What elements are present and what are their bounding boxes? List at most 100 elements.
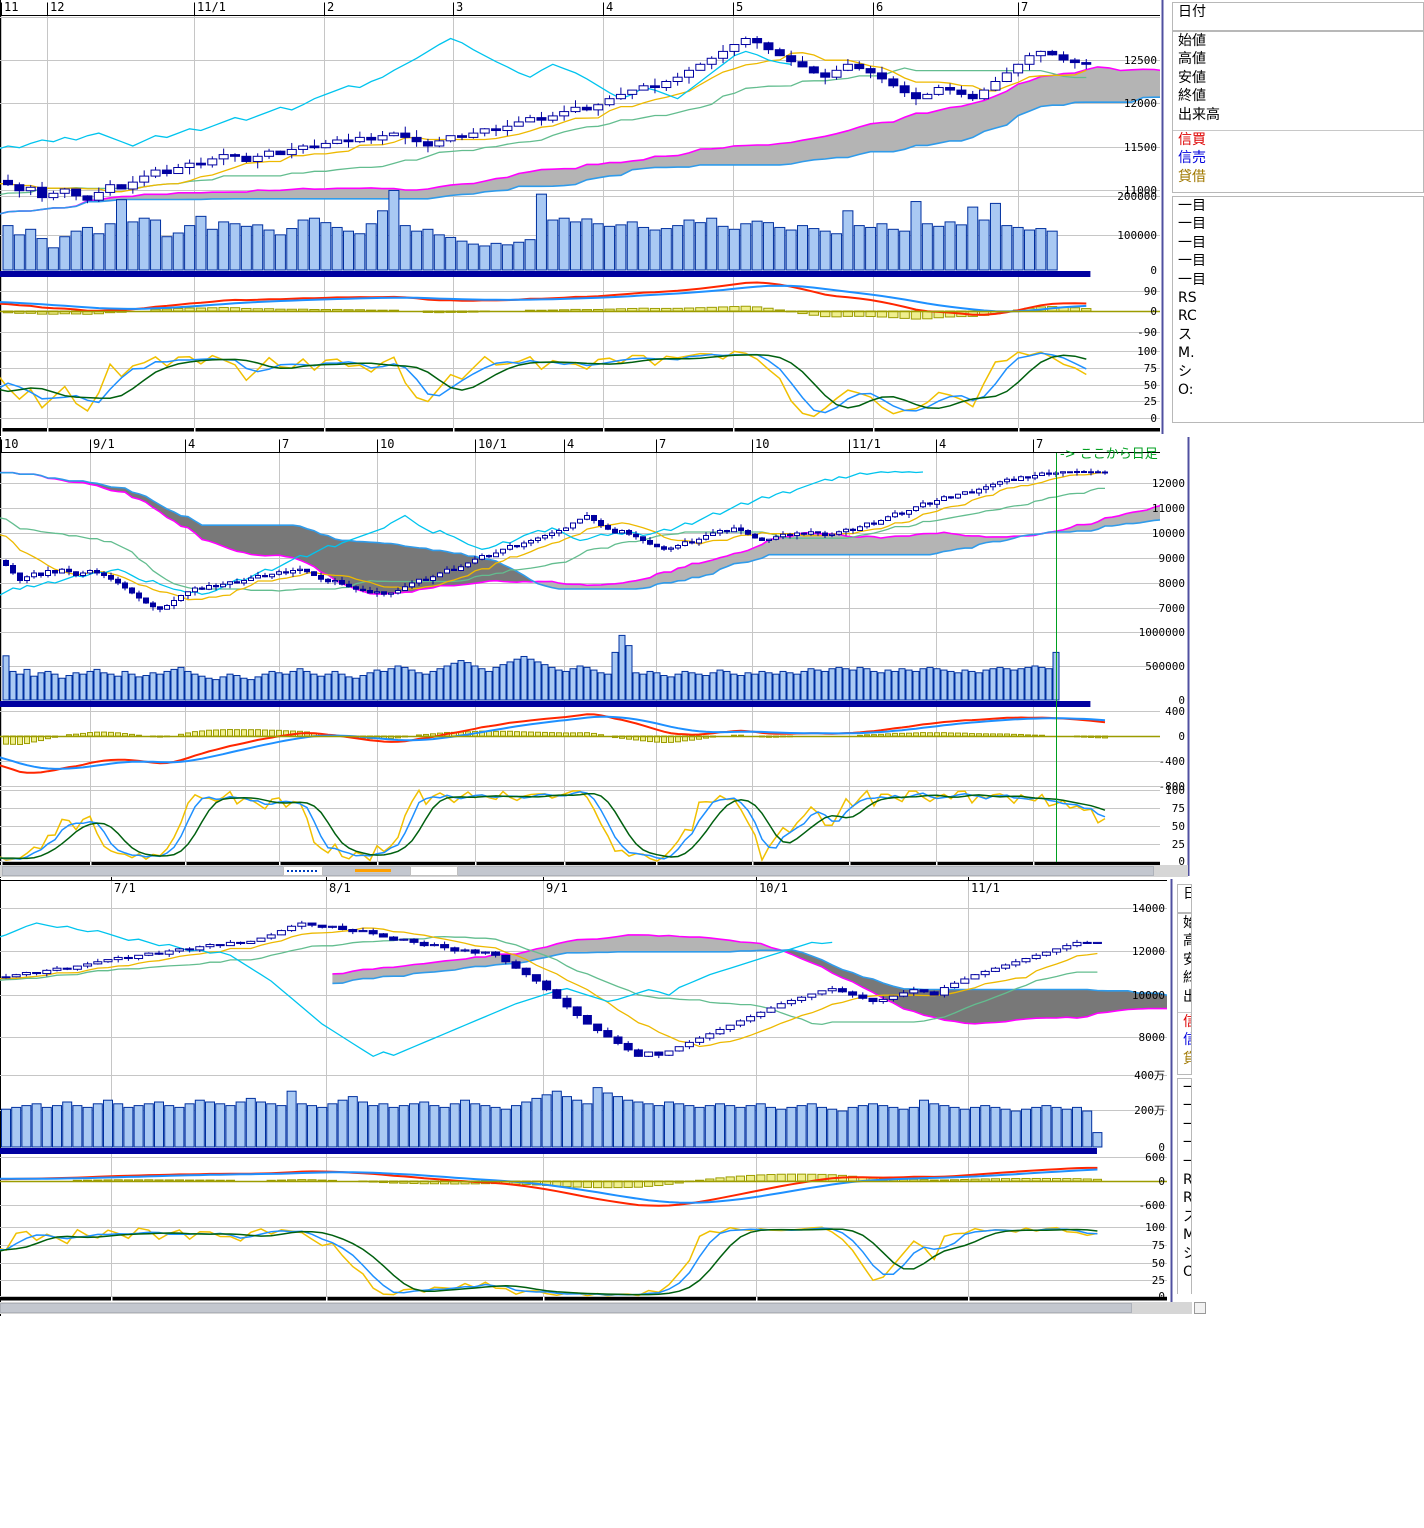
svg-text:100: 100 <box>1137 345 1157 358</box>
svg-text:200000: 200000 <box>1117 190 1157 203</box>
svg-text:500000: 500000 <box>1145 660 1185 673</box>
svg-text:4: 4 <box>567 437 574 451</box>
legend-item: M. <box>1178 345 1195 362</box>
svg-text:-90: -90 <box>1137 326 1157 339</box>
dotted-line-style-button[interactable] <box>283 866 323 876</box>
svg-text:10/1: 10/1 <box>478 437 507 451</box>
legend-item: RC <box>1183 1190 1191 1207</box>
svg-text:0: 0 <box>1150 412 1157 425</box>
svg-text:11: 11 <box>4 0 18 14</box>
legend-item: 信買 <box>1178 1011 1191 1031</box>
svg-text:14000: 14000 <box>1132 902 1165 915</box>
legend-item: 一目 <box>1178 234 1206 251</box>
legend-item: シ <box>1183 1245 1191 1262</box>
legend-item: M. <box>1183 1227 1191 1244</box>
svg-text:0: 0 <box>1158 1141 1165 1154</box>
svg-text:7: 7 <box>282 437 289 451</box>
legend-item: 信買 <box>1173 129 1423 149</box>
svg-text:600: 600 <box>1145 1151 1165 1164</box>
svg-text:4: 4 <box>606 0 613 14</box>
legend-item: 終値 <box>1178 88 1206 105</box>
middle-chart-scrollbar-thumb[interactable] <box>2 866 1154 876</box>
svg-text:90: 90 <box>1144 285 1157 298</box>
legend-item: 始値 <box>1178 33 1206 49</box>
legend-item: 出来高 <box>1183 988 1191 1005</box>
svg-text:7/1: 7/1 <box>114 881 136 895</box>
legend-item: 貸借 <box>1178 168 1206 185</box>
svg-text:75: 75 <box>1152 1239 1165 1252</box>
orange-line-style-button[interactable] <box>355 869 391 875</box>
chart-1: 10 9/1 4 7 10 10/1 4 7 10 11/1 4 712000110001000090… <box>0 437 1190 878</box>
svg-text:12: 12 <box>50 0 64 14</box>
svg-text:10: 10 <box>380 437 394 451</box>
legend-item: 信売 <box>1183 1032 1191 1049</box>
svg-text:100: 100 <box>1165 784 1185 797</box>
svg-text:400: 400 <box>1165 705 1185 718</box>
legend-item: RS <box>1178 289 1197 306</box>
legend-item: 一目 <box>1178 271 1206 288</box>
legend-item: 安値 <box>1178 69 1206 86</box>
legend-item: O: <box>1183 1263 1191 1280</box>
svg-text:2: 2 <box>327 0 334 14</box>
svg-text:5: 5 <box>736 0 743 14</box>
svg-text:12000: 12000 <box>1132 945 1165 958</box>
svg-text:4: 4 <box>188 437 195 451</box>
legend-item: 安値 <box>1183 951 1191 968</box>
svg-text:8000: 8000 <box>1139 1031 1166 1044</box>
svg-text:11/1: 11/1 <box>971 881 1000 895</box>
legend-item: 貸借 <box>1183 1050 1191 1067</box>
legend-item: 日付 <box>1183 886 1191 902</box>
svg-text:100000: 100000 <box>1117 229 1157 242</box>
svg-text:12000: 12000 <box>1152 477 1185 490</box>
legend-item: 一目 <box>1183 1080 1191 1096</box>
legend-item: 日付 <box>1178 4 1206 20</box>
svg-text:11500: 11500 <box>1124 141 1157 154</box>
svg-text:12500: 12500 <box>1124 54 1157 67</box>
svg-text:4: 4 <box>939 437 946 451</box>
svg-text:-800: -800 <box>1159 780 1186 793</box>
legend-item: 一目 <box>1178 198 1206 214</box>
legend-item: 信売 <box>1178 150 1206 167</box>
svg-text:3: 3 <box>456 0 463 14</box>
svg-text:10000: 10000 <box>1132 989 1165 1002</box>
legend-item: 始値 <box>1183 915 1191 931</box>
legend-item: 一目 <box>1178 216 1206 233</box>
svg-text:11000: 11000 <box>1124 184 1157 197</box>
legend-item: 一目 <box>1183 1098 1191 1115</box>
legend-item: 終値 <box>1183 970 1191 987</box>
svg-text:0: 0 <box>1158 1175 1165 1188</box>
svg-text:200万: 200万 <box>1134 1104 1165 1117</box>
svg-text:-400: -400 <box>1159 755 1186 768</box>
svg-text:10: 10 <box>4 437 18 451</box>
empty-line-style-button[interactable] <box>410 866 458 876</box>
legend-group-1: 始値高値安値終値出来高信買信売貸借 <box>1172 31 1424 193</box>
svg-text:9/1: 9/1 <box>93 437 115 451</box>
svg-text:0: 0 <box>1150 264 1157 277</box>
svg-text:9000: 9000 <box>1159 552 1186 565</box>
legend-item: 一目 <box>1183 1153 1191 1170</box>
svg-text:7000: 7000 <box>1159 602 1186 615</box>
svg-text:25: 25 <box>1144 395 1157 408</box>
svg-text:10/1: 10/1 <box>759 881 788 895</box>
middle-chart-scrollbar[interactable] <box>0 865 1188 877</box>
legend-item: 一目 <box>1183 1135 1191 1152</box>
legend-item: 高値 <box>1178 51 1206 68</box>
svg-text:50: 50 <box>1144 379 1157 392</box>
svg-text:50: 50 <box>1172 820 1185 833</box>
svg-text:8/1: 8/1 <box>329 881 351 895</box>
svg-text:7: 7 <box>659 437 666 451</box>
svg-text:11/1: 11/1 <box>852 437 881 451</box>
svg-text:25: 25 <box>1152 1274 1165 1287</box>
bottom-chart-scrollbar-thumb[interactable] <box>0 1303 1132 1313</box>
bottom-chart-scrollbar[interactable] <box>0 1302 1206 1314</box>
svg-text:0: 0 <box>1158 1290 1165 1303</box>
svg-text:0: 0 <box>1178 855 1185 868</box>
legend-group-0: 日付 <box>1177 884 1192 913</box>
legend-item: ス <box>1178 326 1192 343</box>
bottom-chart-scrollbar-grip[interactable] <box>1194 1302 1206 1314</box>
legend-item: O: <box>1178 381 1194 398</box>
